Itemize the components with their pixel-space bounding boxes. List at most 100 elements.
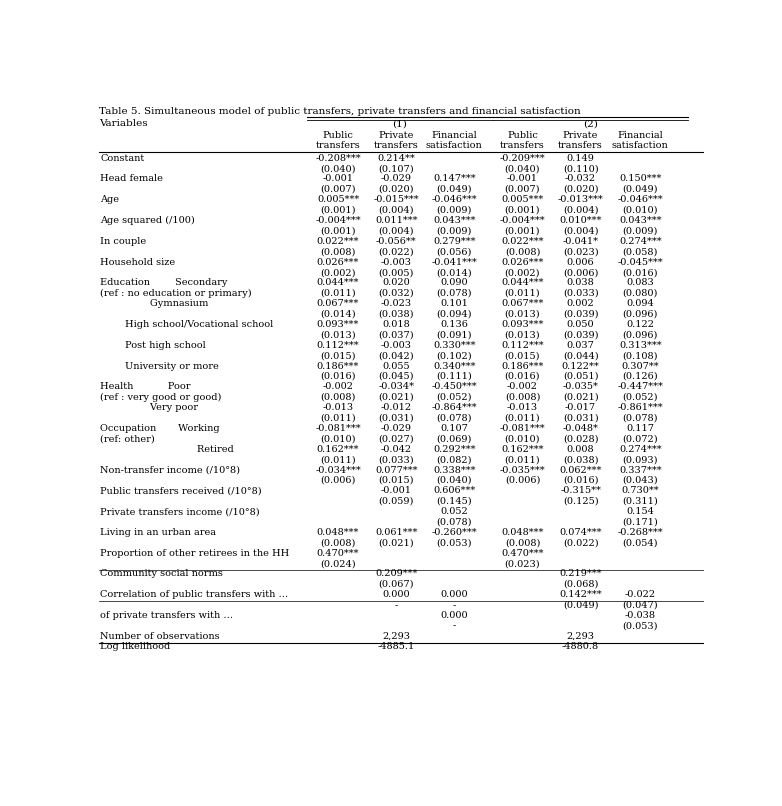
Text: (0.021): (0.021) [563, 393, 598, 401]
Text: (0.001): (0.001) [504, 206, 540, 214]
Text: 0.274***: 0.274*** [619, 445, 662, 454]
Text: 0.162***: 0.162*** [317, 445, 359, 454]
Text: Retired: Retired [100, 445, 234, 454]
Text: (0.009): (0.009) [622, 226, 658, 235]
Text: (0.022): (0.022) [563, 538, 598, 547]
Text: 0.122**: 0.122** [561, 362, 600, 371]
Text: Public
transfers: Public transfers [316, 131, 361, 150]
Text: (0.044): (0.044) [563, 351, 598, 360]
Text: (0.082): (0.082) [436, 455, 472, 464]
Text: (0.040): (0.040) [504, 164, 540, 173]
Text: -0.002: -0.002 [322, 382, 353, 392]
Text: 0.470***: 0.470*** [501, 549, 543, 558]
Text: Education        Secondary: Education Secondary [100, 278, 228, 288]
Text: -0.041*: -0.041* [562, 237, 598, 246]
Text: (0.016): (0.016) [563, 476, 598, 485]
Text: (0.005): (0.005) [378, 268, 414, 277]
Text: (0.015): (0.015) [504, 351, 540, 360]
Text: 0.006: 0.006 [567, 258, 594, 267]
Text: (0.015): (0.015) [378, 476, 414, 485]
Text: 0.122: 0.122 [626, 320, 655, 329]
Text: (0.040): (0.040) [321, 164, 356, 173]
Text: (0.052): (0.052) [436, 393, 472, 401]
Text: 0.044***: 0.044*** [317, 278, 359, 288]
Text: (0.056): (0.056) [436, 247, 472, 256]
Text: (0.006): (0.006) [321, 476, 356, 485]
Text: 0.067***: 0.067*** [317, 299, 359, 308]
Text: (0.053): (0.053) [622, 621, 658, 630]
Text: (0.011): (0.011) [320, 289, 356, 298]
Text: In couple: In couple [100, 237, 146, 246]
Text: (0.021): (0.021) [378, 393, 414, 401]
Text: (0.004): (0.004) [563, 206, 598, 214]
Text: (0.038): (0.038) [563, 455, 598, 464]
Text: 0.094: 0.094 [626, 299, 654, 308]
Text: (0.013): (0.013) [504, 330, 540, 339]
Text: (0.011): (0.011) [320, 455, 356, 464]
Text: 0.037: 0.037 [567, 341, 594, 350]
Text: -0.023: -0.023 [381, 299, 411, 308]
Text: -0.001: -0.001 [507, 174, 538, 184]
Text: -: - [453, 600, 456, 609]
Text: 0.142***: 0.142*** [559, 590, 602, 600]
Text: (0.006): (0.006) [563, 268, 598, 277]
Text: (0.096): (0.096) [622, 310, 658, 318]
Text: 0.162***: 0.162*** [501, 445, 543, 454]
Text: (0.006): (0.006) [504, 476, 540, 485]
Text: (0.001): (0.001) [504, 226, 540, 235]
Text: -0.038: -0.038 [625, 611, 656, 620]
Text: 0.000: 0.000 [440, 611, 468, 620]
Text: -0.002: -0.002 [507, 382, 538, 392]
Text: (0.001): (0.001) [321, 226, 356, 235]
Text: 0.279***: 0.279*** [433, 237, 475, 246]
Text: University or more: University or more [100, 362, 219, 371]
Text: -: - [453, 621, 456, 630]
Text: -0.260***: -0.260*** [432, 528, 477, 537]
Text: Public transfers received (/10°8): Public transfers received (/10°8) [100, 486, 262, 496]
Text: -0.032: -0.032 [565, 174, 596, 184]
Text: (0.002): (0.002) [321, 268, 356, 277]
Text: (0.007): (0.007) [504, 185, 540, 194]
Text: -0.268***: -0.268*** [618, 528, 663, 537]
Text: 0.150***: 0.150*** [619, 174, 662, 184]
Text: -0.861***: -0.861*** [618, 403, 663, 412]
Text: (0.008): (0.008) [504, 247, 540, 256]
Text: (0.009): (0.009) [436, 226, 472, 235]
Text: (0.011): (0.011) [504, 455, 540, 464]
Text: -0.035*: -0.035* [562, 382, 598, 392]
Text: (ref: other): (ref: other) [100, 434, 155, 443]
Text: 2,293: 2,293 [382, 632, 410, 641]
Text: (0.111): (0.111) [436, 372, 472, 381]
Text: 0.026***: 0.026*** [501, 258, 543, 267]
Text: (0.027): (0.027) [378, 434, 414, 443]
Text: 0.050: 0.050 [567, 320, 594, 329]
Text: of private transfers with …: of private transfers with … [100, 611, 233, 620]
Text: (0.008): (0.008) [321, 393, 356, 401]
Text: -0.042: -0.042 [381, 445, 411, 454]
Text: (0.004): (0.004) [563, 226, 598, 235]
Text: Health           Poor: Health Poor [100, 382, 191, 392]
Text: -0.081***: -0.081*** [500, 424, 545, 433]
Text: (ref : no education or primary): (ref : no education or primary) [100, 289, 252, 298]
Text: Post high school: Post high school [100, 341, 206, 350]
Text: Non-transfer income (/10°8): Non-transfer income (/10°8) [100, 466, 240, 475]
Text: (ref : very good or good): (ref : very good or good) [100, 393, 221, 402]
Text: (0.067): (0.067) [378, 580, 414, 589]
Text: -4885.1: -4885.1 [378, 642, 414, 651]
Text: High school/Vocational school: High school/Vocational school [100, 320, 274, 329]
Text: (0.011): (0.011) [504, 413, 540, 422]
Text: Very poor: Very poor [100, 403, 198, 412]
Text: (0.004): (0.004) [378, 226, 414, 235]
Text: 0.044***: 0.044*** [501, 278, 543, 288]
Text: -0.012: -0.012 [381, 403, 411, 412]
Text: (0.014): (0.014) [320, 310, 356, 318]
Text: (0.015): (0.015) [321, 351, 356, 360]
Text: (0.042): (0.042) [378, 351, 414, 360]
Text: (0.023): (0.023) [563, 247, 598, 256]
Text: 0.730**: 0.730** [622, 486, 659, 496]
Text: -0.056**: -0.056** [376, 237, 417, 246]
Text: (0.008): (0.008) [504, 538, 540, 547]
Text: -0.013: -0.013 [507, 403, 538, 412]
Text: 0.117: 0.117 [626, 424, 655, 433]
Text: (0.024): (0.024) [320, 559, 356, 568]
